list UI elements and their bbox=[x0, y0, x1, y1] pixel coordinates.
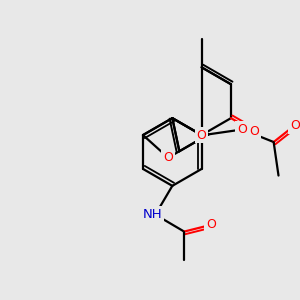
Text: NH: NH bbox=[142, 208, 162, 221]
Text: O: O bbox=[250, 125, 260, 138]
Text: O: O bbox=[290, 119, 300, 132]
Text: O: O bbox=[237, 123, 247, 136]
Text: O: O bbox=[163, 151, 173, 164]
Text: O: O bbox=[206, 218, 216, 231]
Text: O: O bbox=[197, 129, 207, 142]
